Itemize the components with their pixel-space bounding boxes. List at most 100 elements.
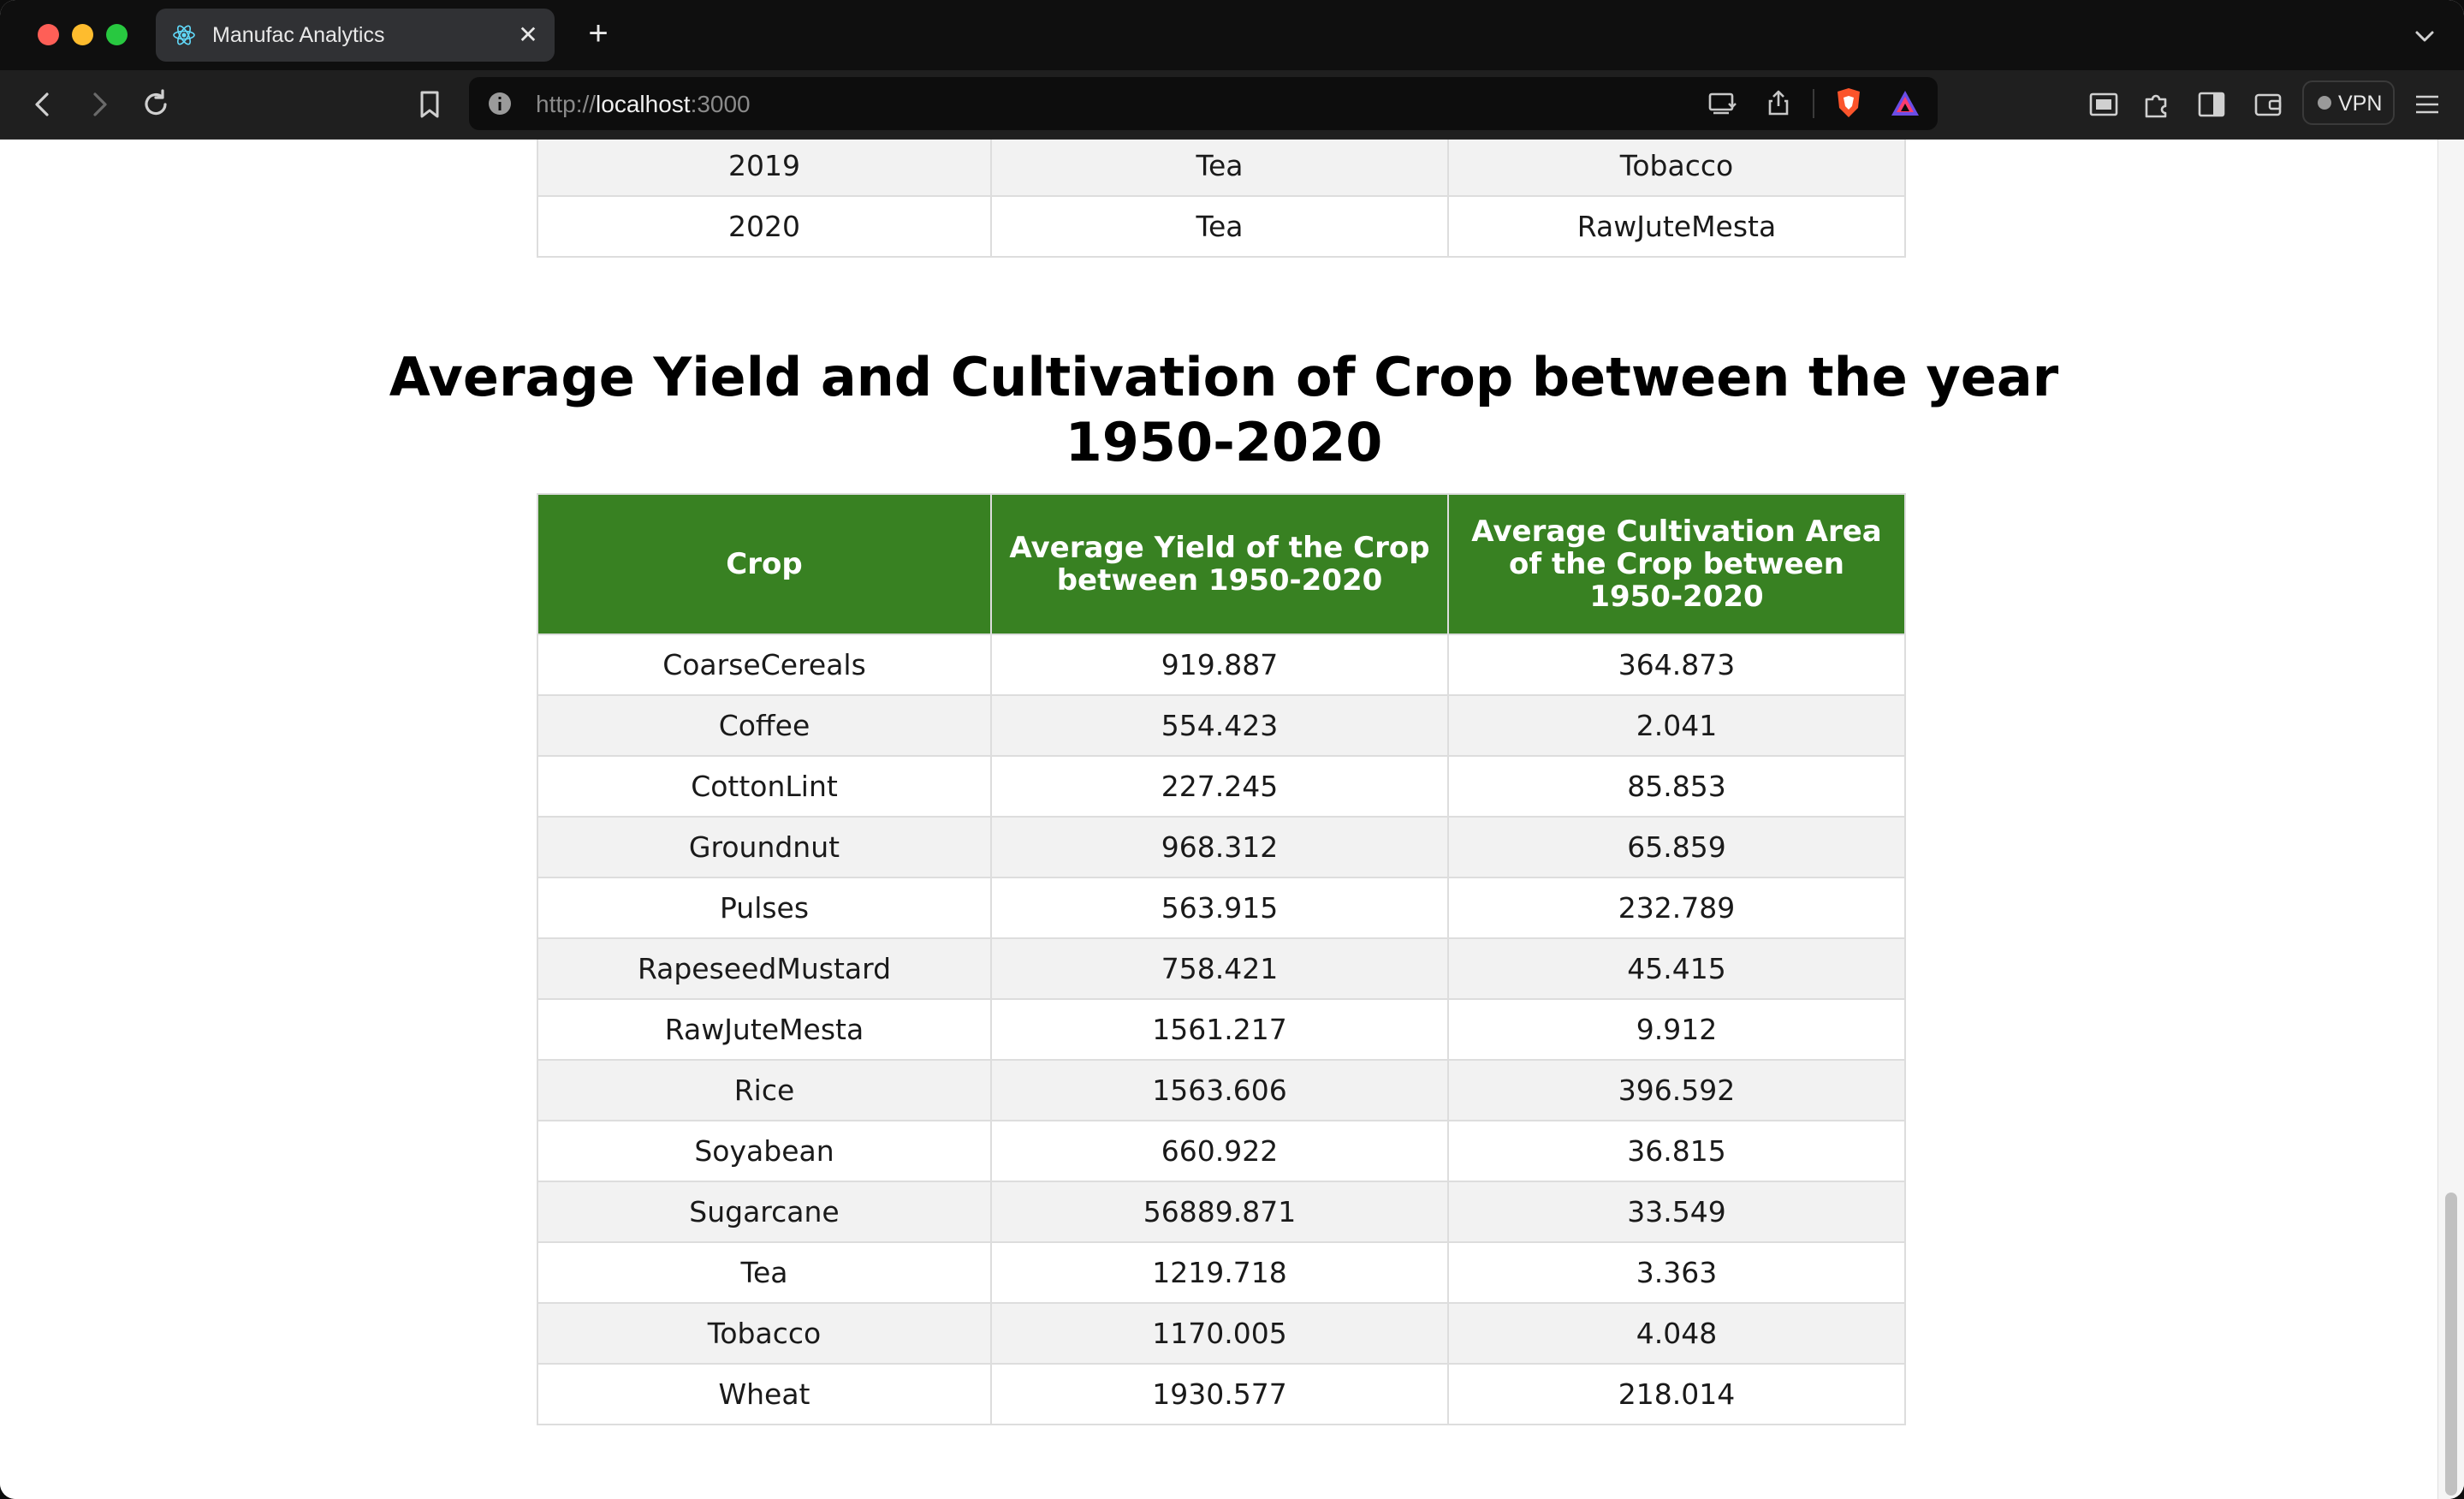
url-host: localhost bbox=[596, 91, 691, 117]
table-cell: Tobacco bbox=[1447, 140, 1906, 197]
table-cell: 4.048 bbox=[1447, 1302, 1906, 1365]
table-cell: Soyabean bbox=[537, 1120, 992, 1182]
table-cell: 45.415 bbox=[1447, 937, 1906, 1000]
url-scheme: http:// bbox=[536, 91, 597, 117]
table-row: Groundnut 968.312 65.859 bbox=[537, 816, 1906, 878]
bookmark-icon[interactable] bbox=[411, 86, 448, 123]
table-cell: 563.915 bbox=[990, 877, 1449, 939]
chevron-down-icon[interactable] bbox=[2409, 21, 2440, 51]
table-cell: Tea bbox=[990, 140, 1449, 197]
table-cell: RapeseedMustard bbox=[537, 937, 992, 1000]
vpn-label: VPN bbox=[2338, 92, 2383, 116]
table-cell: 660.922 bbox=[990, 1120, 1449, 1182]
back-icon[interactable] bbox=[24, 86, 62, 123]
toolbar-divider bbox=[1813, 89, 1814, 118]
browser-toolbar: http://localhost:3000 bbox=[0, 70, 2464, 140]
brave-shields-icon[interactable] bbox=[1830, 84, 1867, 122]
wallet-icon[interactable] bbox=[2249, 86, 2287, 123]
table-cell: Coffee bbox=[537, 694, 992, 757]
table-cell: Tea bbox=[537, 1241, 992, 1304]
picture-in-picture-icon[interactable] bbox=[2085, 86, 2123, 123]
scrollbar-thumb[interactable] bbox=[2445, 1193, 2457, 1496]
table-row: RawJuteMesta 1561.217 9.912 bbox=[537, 998, 1906, 1061]
url-text[interactable]: http://localhost:3000 bbox=[536, 91, 751, 118]
url-port: :3000 bbox=[690, 91, 751, 117]
table-cell: 554.423 bbox=[990, 694, 1449, 757]
extensions-icon[interactable] bbox=[2138, 86, 2176, 123]
table-cell: 218.014 bbox=[1447, 1363, 1906, 1425]
table-cell: 1930.577 bbox=[990, 1363, 1449, 1425]
vpn-button[interactable]: VPN bbox=[2302, 80, 2395, 125]
table-row: Pulses 563.915 232.789 bbox=[537, 877, 1906, 939]
table-row: Sugarcane 56889.871 33.549 bbox=[537, 1181, 1906, 1243]
table-cell: 56889.871 bbox=[990, 1181, 1449, 1243]
column-header-average-yield: Average Yield of the Crop between 1950-2… bbox=[990, 493, 1449, 635]
new-tab-button[interactable]: + bbox=[588, 15, 609, 52]
table-cell: Tobacco bbox=[537, 1302, 992, 1365]
address-bar[interactable]: http://localhost:3000 bbox=[469, 77, 1938, 130]
table-cell: 65.859 bbox=[1447, 816, 1906, 878]
table-cell: 36.815 bbox=[1447, 1120, 1906, 1182]
table-cell: Pulses bbox=[537, 877, 992, 939]
table-cell: 1563.606 bbox=[990, 1059, 1449, 1121]
table-cell: 2020 bbox=[537, 195, 992, 258]
page-viewport: 2019 Tea Tobacco 2020 Tea RawJuteMesta A… bbox=[0, 140, 2464, 1499]
table-cell: RawJuteMesta bbox=[1447, 195, 1906, 258]
install-app-icon[interactable] bbox=[1703, 85, 1741, 122]
section-title: Average Yield and Cultivation of Crop be… bbox=[389, 346, 2059, 473]
previous-table: 2019 Tea Tobacco 2020 Tea RawJuteMesta bbox=[537, 140, 1906, 258]
table-cell: 232.789 bbox=[1447, 877, 1906, 939]
window-minimize-button[interactable] bbox=[72, 24, 93, 45]
table-cell: 919.887 bbox=[990, 634, 1449, 696]
react-icon bbox=[173, 25, 195, 45]
menu-icon[interactable] bbox=[2408, 86, 2446, 123]
site-info-icon[interactable] bbox=[481, 85, 519, 122]
table-row: Soyabean 660.922 36.815 bbox=[537, 1120, 1906, 1182]
table-row: 2020 Tea RawJuteMesta bbox=[537, 195, 1906, 258]
tab-title: Manufac Analytics bbox=[212, 23, 385, 47]
table-row: Tobacco 1170.005 4.048 bbox=[537, 1302, 1906, 1365]
table-cell: RawJuteMesta bbox=[537, 998, 992, 1061]
table-cell: 85.853 bbox=[1447, 755, 1906, 818]
forward-icon[interactable] bbox=[80, 86, 118, 123]
window-close-button[interactable] bbox=[38, 24, 59, 45]
crop-yield-table: Crop Average Yield of the Crop between 1… bbox=[537, 493, 1906, 1425]
tab-manufac-analytics[interactable]: Manufac Analytics ✕ bbox=[156, 9, 555, 62]
table-cell: Tea bbox=[990, 195, 1449, 258]
table-header-row: Crop Average Yield of the Crop between 1… bbox=[537, 493, 1906, 635]
table-cell: 33.549 bbox=[1447, 1181, 1906, 1243]
table-cell: 2.041 bbox=[1447, 694, 1906, 757]
table-row: Rice 1563.606 396.592 bbox=[537, 1059, 1906, 1121]
table-cell: 1170.005 bbox=[990, 1302, 1449, 1365]
column-header-average-cultivation-area: Average Cultivation Area of the Crop bet… bbox=[1447, 493, 1906, 635]
reload-icon[interactable] bbox=[137, 86, 175, 123]
table-cell: Rice bbox=[537, 1059, 992, 1121]
vertical-scrollbar[interactable] bbox=[2437, 140, 2464, 1499]
table-cell: CoarseCereals bbox=[537, 634, 992, 696]
table-cell: 1561.217 bbox=[990, 998, 1449, 1061]
tab-close-icon[interactable]: ✕ bbox=[518, 21, 538, 48]
table-cell: 3.363 bbox=[1447, 1241, 1906, 1304]
table-cell: 1219.718 bbox=[990, 1241, 1449, 1304]
table-cell: 396.592 bbox=[1447, 1059, 1906, 1121]
table-row: Coffee 554.423 2.041 bbox=[537, 694, 1906, 757]
table-cell: 364.873 bbox=[1447, 634, 1906, 696]
window-maximize-button[interactable] bbox=[106, 24, 128, 45]
crop-table-body: CoarseCereals 919.887 364.873 Coffee 554.423… bbox=[537, 634, 1906, 1425]
table-cell: Wheat bbox=[537, 1363, 992, 1425]
table-cell: 9.912 bbox=[1447, 998, 1906, 1061]
table-cell: 758.421 bbox=[990, 937, 1449, 1000]
table-row: CoarseCereals 919.887 364.873 bbox=[537, 634, 1906, 696]
share-icon[interactable] bbox=[1760, 84, 1797, 122]
sidebar-icon[interactable] bbox=[2193, 86, 2230, 123]
tab-strip: Manufac Analytics ✕ + bbox=[0, 0, 2464, 70]
table-cell: 2019 bbox=[537, 140, 992, 197]
table-row: Tea 1219.718 3.363 bbox=[537, 1241, 1906, 1304]
table-cell: 227.245 bbox=[990, 755, 1449, 818]
table-cell: Sugarcane bbox=[537, 1181, 992, 1243]
table-cell: Groundnut bbox=[537, 816, 992, 878]
brave-rewards-icon[interactable] bbox=[1886, 85, 1924, 122]
table-row: RapeseedMustard 758.421 45.415 bbox=[537, 937, 1906, 1000]
vpn-status-dot bbox=[2318, 96, 2331, 110]
